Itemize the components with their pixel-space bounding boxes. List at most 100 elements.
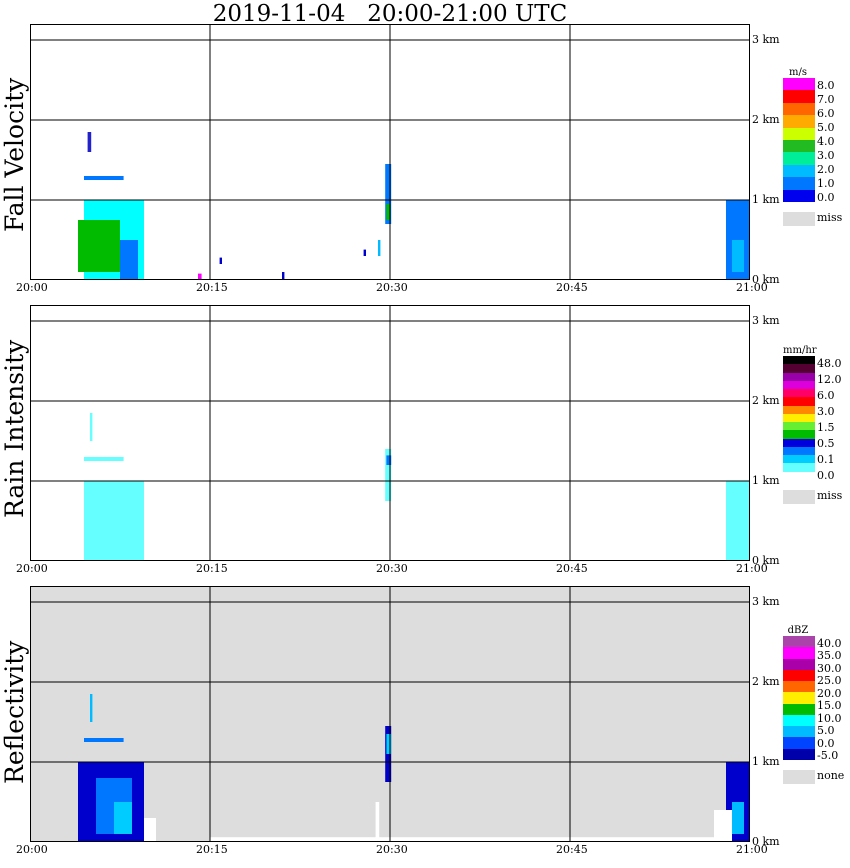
reflectivity-ytick-1: 1 km bbox=[752, 755, 780, 768]
rain-intensity-legend-level-0: 48.0 bbox=[817, 357, 842, 370]
fall-velocity-plot bbox=[30, 24, 750, 280]
rain-intensity-legend-swatch-4 bbox=[783, 389, 815, 398]
fall-velocity-legend-level-3: 5.0 bbox=[817, 121, 835, 134]
reflectivity-xtick-3: 20:45 bbox=[556, 843, 588, 856]
rain-intensity-echo-1 bbox=[90, 413, 93, 441]
rain-intensity-ytick-2: 2 km bbox=[752, 394, 780, 407]
fall-velocity-xtick-1: 20:15 bbox=[196, 281, 228, 294]
rain-intensity-ytick-3: 3 km bbox=[752, 314, 780, 327]
fall-velocity-xtick-3: 20:45 bbox=[556, 281, 588, 294]
fall-velocity-echo-13 bbox=[732, 240, 744, 272]
fall-velocity-legend-level-0: 8.0 bbox=[817, 79, 835, 92]
reflectivity-echo-2 bbox=[114, 802, 132, 834]
rain-intensity-echo-0 bbox=[84, 481, 144, 561]
fall-velocity-legend-missing-label: miss bbox=[817, 211, 843, 224]
reflectivity-legend-level-6: 10.0 bbox=[817, 711, 842, 725]
reflectivity-legend-swatch-0 bbox=[783, 636, 815, 648]
rain-intensity-legend-unit: mm/hr bbox=[783, 345, 817, 356]
rain-intensity-legend-swatch-11 bbox=[783, 446, 815, 456]
reflectivity-legend-level-4: 20.0 bbox=[817, 686, 842, 700]
reflectivity-echo-5 bbox=[84, 738, 124, 742]
rain-intensity-legend-level-3: 3.0 bbox=[817, 405, 835, 418]
reflectivity-legend-swatch-1 bbox=[783, 647, 815, 660]
fall-velocity-echo-3 bbox=[87, 132, 92, 152]
rain-intensity-legend-swatch-12 bbox=[783, 455, 815, 464]
fall-velocity-legend-swatch-0 bbox=[783, 78, 815, 91]
rain-intensity-legend-level-2: 6.0 bbox=[817, 389, 835, 402]
reflectivity-echo-9 bbox=[210, 837, 750, 842]
fall-velocity-legend-swatch-9 bbox=[783, 189, 815, 203]
rain-intensity-axis-label: Rain Intensity bbox=[0, 339, 29, 518]
rain-intensity-legend-missing-swatch bbox=[783, 490, 815, 504]
rain-intensity-svg bbox=[30, 305, 750, 561]
fall-velocity-legend-level-5: 3.0 bbox=[817, 149, 835, 162]
reflectivity-svg bbox=[30, 586, 750, 842]
rain-intensity-legend-swatch-13 bbox=[783, 463, 815, 473]
reflectivity-legend-swatch-3 bbox=[783, 669, 815, 682]
fall-velocity-xtick-2: 20:30 bbox=[376, 281, 408, 294]
rain-intensity-legend-level-4: 1.5 bbox=[817, 421, 835, 434]
reflectivity-legend-unit: dBZ bbox=[787, 625, 809, 636]
reflectivity-legend-level-8: 0.0 bbox=[817, 736, 835, 750]
fall-velocity-legend-level-8: 0.0 bbox=[817, 191, 835, 204]
rain-intensity-xtick-1: 20:15 bbox=[196, 562, 228, 575]
rain-intensity-ytick-1: 1 km bbox=[752, 474, 780, 487]
rain-intensity-xtick-4: 21:00 bbox=[736, 562, 768, 575]
chart-title: 2019-11-04 20:00-21:00 UTC bbox=[212, 1, 568, 27]
rain-intensity-legend-swatch-5 bbox=[783, 397, 815, 407]
fall-velocity-legend-swatch-5 bbox=[783, 140, 815, 153]
reflectivity-legend-swatch-6 bbox=[783, 703, 815, 716]
fall-velocity-echo-6 bbox=[385, 164, 392, 224]
reflectivity-legend-swatch-9 bbox=[783, 737, 815, 750]
fall-velocity-echo-4 bbox=[84, 176, 124, 180]
reflectivity-legend-level-0: 40.0 bbox=[817, 637, 842, 650]
rain-intensity-legend-swatch-1 bbox=[783, 364, 815, 374]
fall-velocity-echo-8 bbox=[378, 240, 381, 256]
rain-intensity-xtick-3: 20:45 bbox=[556, 562, 588, 575]
fall-velocity-legend-missing-swatch bbox=[783, 212, 815, 226]
fall-velocity-echo-7 bbox=[386, 204, 390, 220]
rain-intensity-legend-swatch-9 bbox=[783, 430, 815, 440]
fall-velocity-legend-level-2: 6.0 bbox=[817, 107, 835, 120]
fall-velocity-echo-2 bbox=[120, 240, 138, 280]
reflectivity-legend-swatch-7 bbox=[783, 714, 815, 727]
reflectivity-echo-12 bbox=[714, 810, 732, 842]
reflectivity-legend-level-9: -5.0 bbox=[817, 749, 839, 762]
reflectivity-xtick-1: 20:15 bbox=[196, 843, 228, 856]
reflectivity-echo-4 bbox=[90, 694, 93, 722]
reflectivity-legend-level-3: 25.0 bbox=[817, 674, 842, 688]
fall-velocity-legend-level-1: 7.0 bbox=[817, 93, 835, 106]
reflectivity-legend-swatch-4 bbox=[783, 681, 815, 693]
fall-velocity-echo-5 bbox=[198, 273, 202, 280]
rain-intensity-plot bbox=[30, 305, 750, 561]
rain-intensity-legend-swatch-2 bbox=[783, 372, 815, 382]
rain-intensity-legend-swatch-7 bbox=[783, 413, 815, 423]
reflectivity-legend-swatch-2 bbox=[783, 658, 815, 671]
rain-intensity-legend-level-1: 12.0 bbox=[817, 373, 842, 386]
fall-velocity-xtick-0: 20:00 bbox=[16, 281, 48, 294]
fall-velocity-ytick-3: 3 km bbox=[752, 33, 780, 46]
rain-intensity-echo-3 bbox=[385, 449, 392, 501]
rain-intensity-legend-swatch-6 bbox=[783, 405, 815, 415]
fall-velocity-legend-swatch-6 bbox=[783, 152, 815, 166]
fall-velocity-frame bbox=[30, 24, 750, 280]
reflectivity-legend-level-5: 15.0 bbox=[817, 699, 842, 713]
reflectivity-legend-level-7: 5.0 bbox=[817, 724, 835, 738]
rain-intensity-legend-level-5: 0.5 bbox=[817, 437, 835, 450]
fall-velocity-legend-level-7: 1.0 bbox=[817, 177, 835, 190]
reflectivity-xtick-2: 20:30 bbox=[376, 843, 408, 856]
fall-velocity-ytick-2: 2 km bbox=[752, 113, 780, 126]
fall-velocity-legend-swatch-1 bbox=[783, 90, 815, 104]
rain-intensity-legend-swatch-8 bbox=[783, 422, 815, 431]
fall-velocity-echo-10 bbox=[219, 257, 222, 264]
fall-velocity-legend-swatch-4 bbox=[783, 127, 815, 141]
reflectivity-xtick-4: 21:00 bbox=[736, 843, 768, 856]
rain-intensity-xtick-2: 20:30 bbox=[376, 562, 408, 575]
rain-intensity-legend-level-6: 0.1 bbox=[817, 453, 835, 466]
fall-velocity-echo-11 bbox=[363, 249, 366, 256]
reflectivity-ytick-0: 0 km bbox=[752, 835, 780, 848]
reflectivity-echo-3 bbox=[144, 818, 156, 842]
rain-intensity-ytick-0: 0 km bbox=[752, 554, 780, 567]
reflectivity-legend-level-1: 35.0 bbox=[817, 649, 842, 663]
reflectivity-echo-7 bbox=[386, 734, 392, 754]
